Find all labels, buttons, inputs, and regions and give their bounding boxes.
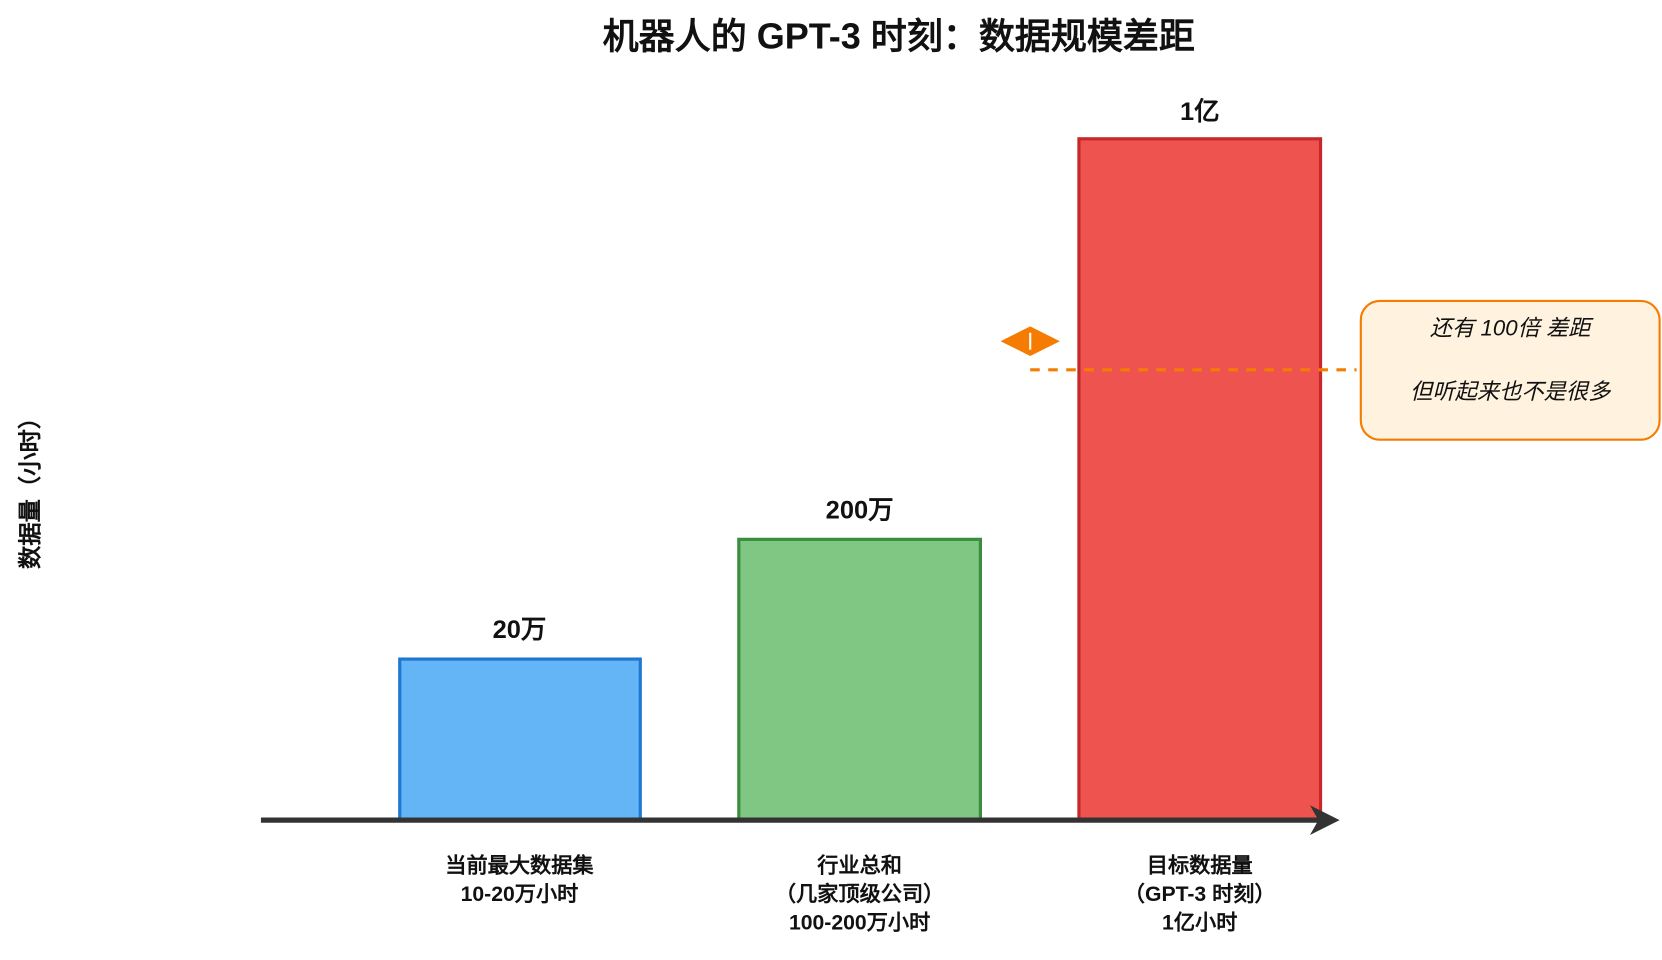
- bar: [737, 537, 982, 822]
- category-label: 目标数据量: [1147, 852, 1253, 877]
- bar: [398, 657, 642, 822]
- category-label: （几家顶级公司）: [775, 881, 945, 906]
- callout-text: 但听起来也不是很多: [1410, 379, 1612, 404]
- category-label: 10-20万小时: [461, 882, 579, 906]
- category-label: 当前最大数据集: [445, 852, 594, 877]
- value-label: 200万: [826, 497, 894, 525]
- category-label: 100-200万小时: [789, 911, 930, 935]
- value-label: 20万: [493, 616, 547, 644]
- y-axis-label: 数据量（小时）: [17, 406, 43, 569]
- callout-text: 还有 100倍 差距: [1430, 315, 1594, 340]
- title: 机器人的 GPT-3 时刻：数据规模差距: [603, 16, 1195, 57]
- axis-arrow: [1309, 805, 1340, 835]
- callout-box: [1359, 299, 1661, 441]
- category-label: （GPT-3 时刻）: [1124, 881, 1276, 906]
- bar: [1077, 137, 1323, 822]
- category-label: 行业总和: [816, 852, 902, 877]
- value-label: 1亿: [1180, 98, 1220, 126]
- category-label: 1亿小时: [1162, 911, 1237, 935]
